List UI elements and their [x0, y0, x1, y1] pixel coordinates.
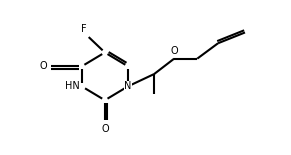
Text: O: O [101, 124, 109, 134]
Text: HN: HN [65, 81, 79, 91]
Text: N: N [124, 81, 132, 91]
Text: O: O [170, 46, 178, 56]
Text: F: F [81, 24, 86, 34]
Text: O: O [40, 61, 47, 71]
